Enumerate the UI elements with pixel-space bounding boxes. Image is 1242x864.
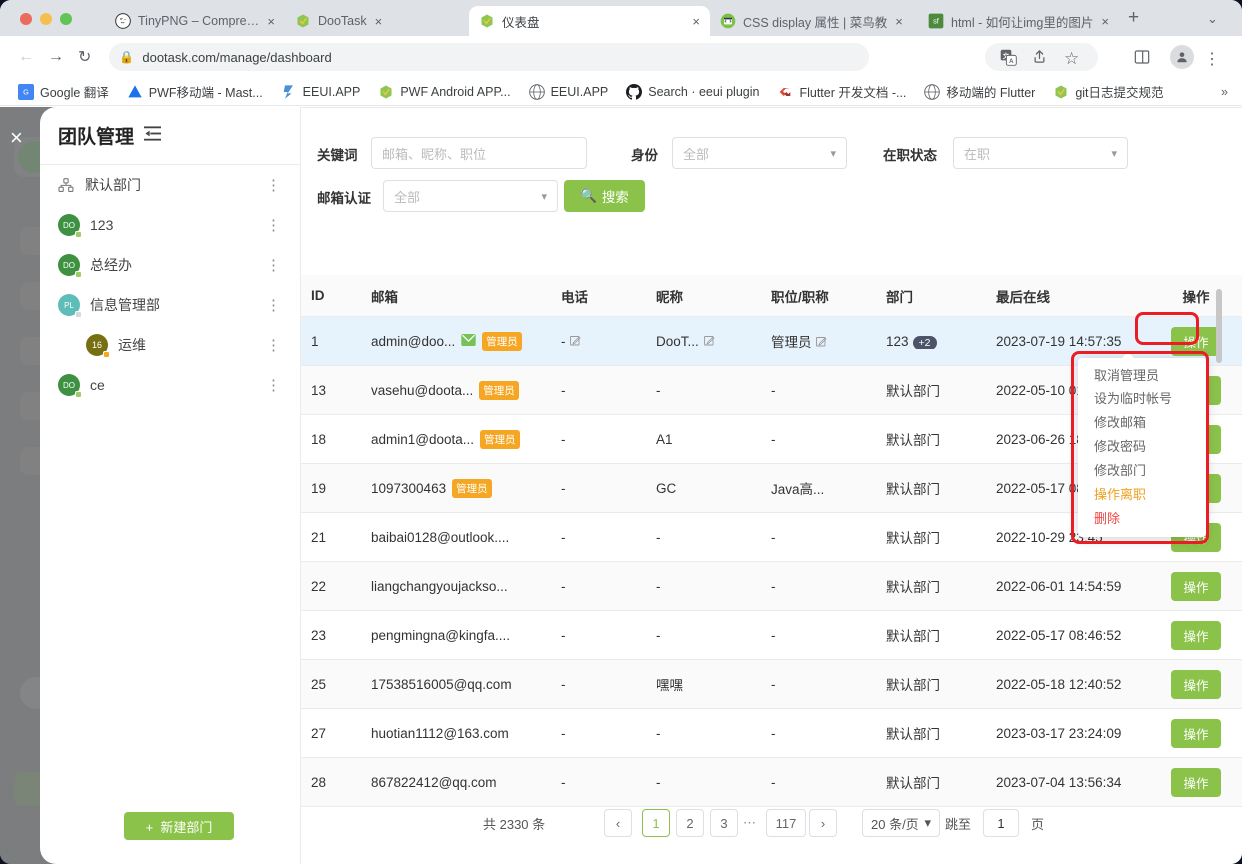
svg-text:G: G (23, 87, 29, 96)
svg-text:sf: sf (933, 17, 940, 26)
svg-text:A: A (1009, 59, 1014, 65)
